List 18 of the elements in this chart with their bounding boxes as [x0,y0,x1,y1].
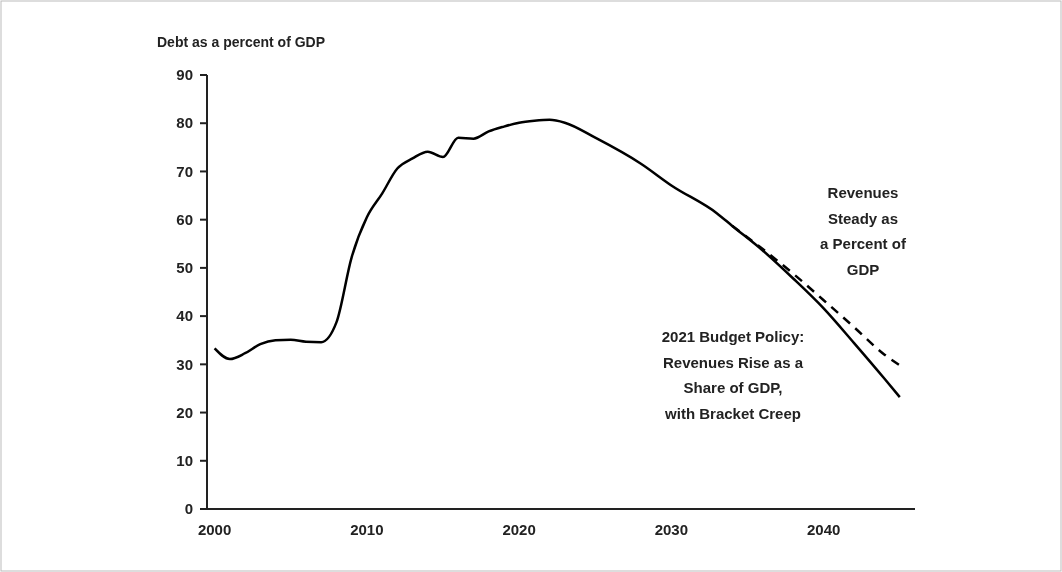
y-tick-label: 0 [184,500,193,518]
y-tick-label: 80 [176,114,193,132]
y-tick-label: 50 [176,259,193,277]
y-tick-label: 60 [176,210,193,228]
y-tick-label: 10 [176,452,193,470]
x-tick-label: 2000 [197,521,232,538]
y-tick-label: 70 [176,162,193,180]
x-tick-label: 2010 [350,521,384,538]
series-label: Revenues Steady as a Percent of GDP [820,184,907,278]
x-tick-label: 2020 [502,521,536,538]
y-tick-label: 90 [176,66,193,84]
x-tick-label: 2040 [806,521,841,538]
y-axis-title: Debt as a percent of GDP [157,34,326,50]
y-tick-label: 40 [176,307,193,325]
series-label: 2021 Budget Policy: Revenues Rise as a Share of GDP, with Bracket Creep [661,328,805,422]
y-tick-label: 20 [176,403,193,421]
x-tick-label: 2030 [654,521,689,538]
y-tick-label: 30 [176,355,193,373]
